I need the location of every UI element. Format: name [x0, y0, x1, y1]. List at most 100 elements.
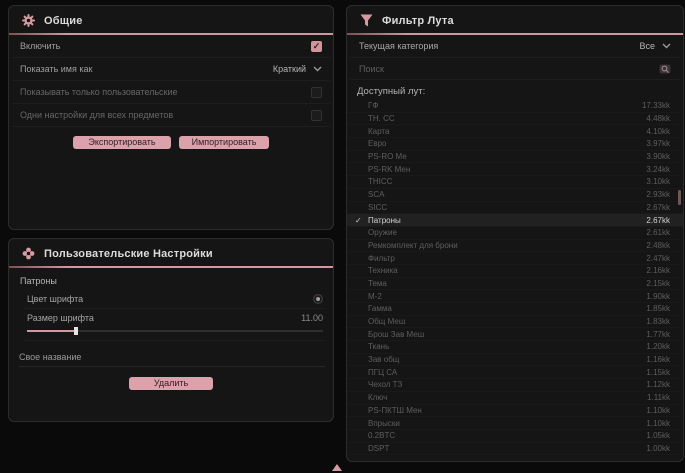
loot-value: 1.85kk: [646, 304, 670, 314]
user-settings-icon: [22, 247, 35, 260]
loot-name: Общ Меш: [368, 317, 406, 327]
font-size-value: 11.00: [301, 313, 323, 323]
panel-accent-line: [9, 266, 333, 268]
font-size-label: Размер шрифта: [27, 313, 94, 323]
loot-value: 2.15kk: [646, 278, 670, 288]
loot-row[interactable]: Тема 2.15kk: [347, 278, 683, 291]
loot-value: 2.47kk: [646, 253, 670, 263]
loot-row[interactable]: PS-ПКТШ Мен 1.10kk: [347, 405, 683, 418]
loot-row[interactable]: Гамма 1.85kk: [347, 303, 683, 316]
gear-icon: [22, 14, 35, 27]
loot-row[interactable]: SІСС 2.67kk: [347, 202, 683, 215]
loot-row[interactable]: DSPT 1.00kk: [347, 443, 683, 456]
loot-value: 1.00kk: [646, 443, 670, 453]
loot-value: 1.83kk: [646, 317, 670, 327]
loot-row[interactable]: Впрыски 1.10kk: [347, 417, 683, 430]
category-label: Текущая категория: [359, 41, 439, 51]
loot-value: 1.10kk: [646, 405, 670, 415]
loot-row[interactable]: Евро 3.97kk: [347, 138, 683, 151]
export-button[interactable]: Экспортировать: [73, 136, 171, 149]
chevron-down-icon: [662, 43, 671, 49]
loot-name: ТНІСС: [368, 177, 393, 187]
loot-value: 1.10kk: [646, 418, 670, 428]
same-settings-label: Одни настройки для всех предметов: [20, 110, 174, 120]
import-button[interactable]: Импортировать: [179, 136, 269, 149]
loot-list: ГФ 17.33kk ТН. СС 4.48kk Карта 4.10kk Ев…: [347, 100, 683, 456]
enable-checkbox[interactable]: ✓: [311, 40, 322, 52]
loot-name: ПГЦ СА: [368, 367, 398, 377]
funnel-icon: [360, 14, 373, 27]
general-panel-header: Общие: [9, 6, 333, 33]
same-settings-row: Одни настройки для всех предметов: [12, 104, 330, 127]
loot-name: Впрыски: [368, 418, 400, 428]
name-mode-select[interactable]: Краткий: [273, 64, 322, 74]
loot-name: Фильтр: [368, 253, 395, 263]
loot-row[interactable]: 0.2BTC 1.05kk: [347, 430, 683, 443]
search-icon: [659, 64, 671, 73]
delete-button[interactable]: Удалить: [129, 377, 213, 390]
loot-value: 1.20kk: [646, 342, 670, 352]
scrollbar-thumb[interactable]: [678, 190, 681, 205]
loot-row[interactable]: Ключ 1.11kk: [347, 392, 683, 405]
loot-name: PS-RK Мен: [368, 164, 411, 174]
loot-row[interactable]: ГФ 17.33kk: [347, 100, 683, 113]
loot-row[interactable]: Брош Зав Меш 1.77kk: [347, 328, 683, 342]
search-input[interactable]: [359, 63, 659, 74]
loot-value: 1.15kk: [646, 367, 670, 377]
loot-row[interactable]: Ткань 1.20kk: [347, 341, 683, 354]
panel-title: Пользовательские Настройки: [44, 247, 213, 260]
loot-row[interactable]: Чехол ТЗ 1.12kk: [347, 379, 683, 392]
loot-value: 3.24kk: [646, 164, 670, 174]
loot-row[interactable]: Зав общ 1.16kk: [347, 354, 683, 367]
loot-filter-header: Фильтр Лута: [347, 6, 683, 33]
loot-name: DSPT: [368, 443, 390, 453]
loot-row[interactable]: М-2 1.90kk: [347, 290, 683, 303]
panel-accent-line: [9, 33, 333, 35]
custom-name-input[interactable]: [19, 351, 325, 362]
panel-title: Фильтр Лута: [382, 14, 454, 27]
loot-value: 1.16kk: [646, 355, 670, 365]
color-wheel-icon[interactable]: [313, 293, 323, 304]
loot-value: 1.90kk: [646, 291, 670, 301]
loot-row[interactable]: PS-RO Ме 3.90kk: [347, 151, 683, 164]
loot-row[interactable]: ТНІСС 3.10kk: [347, 176, 683, 189]
loot-row[interactable]: Фильтр 2.47kk: [347, 252, 683, 265]
loot-value: 1.11kk: [647, 393, 670, 403]
loot-name: Тема: [368, 278, 387, 288]
panel-title: Общие: [44, 14, 83, 27]
loot-check-icon: ✓: [355, 215, 362, 225]
loot-row[interactable]: ✓ Патроны 2.67kk: [347, 214, 683, 227]
loot-value: 2.67kk: [646, 215, 670, 225]
loot-name: Ткань: [368, 342, 390, 352]
loot-name: Оружие: [368, 228, 397, 238]
loot-row[interactable]: Карта 4.10kk: [347, 125, 683, 139]
only-custom-row: Показывать только пользовательские: [12, 81, 330, 104]
enable-label: Включить: [20, 41, 61, 51]
slider-thumb[interactable]: [74, 327, 79, 335]
loot-name: 0.2BTC: [368, 431, 396, 441]
loot-row[interactable]: Оружие 2.61kk: [347, 227, 683, 240]
available-loot-label: Доступный лут:: [357, 86, 426, 97]
loot-row[interactable]: ТН. СС 4.48kk: [347, 113, 683, 126]
category-select[interactable]: Все: [639, 41, 671, 51]
chevron-down-icon: [313, 66, 322, 72]
loot-row[interactable]: ПГЦ СА 1.15kk: [347, 366, 683, 380]
loot-value: 3.97kk: [646, 139, 670, 149]
loot-value: 1.77kk: [646, 329, 670, 339]
font-size-slider[interactable]: [27, 327, 323, 335]
loot-name: Чехол ТЗ: [368, 380, 403, 390]
loot-row[interactable]: Ремкомплект для брони 2.48kk: [347, 240, 683, 253]
loot-name: Патроны: [368, 215, 401, 225]
only-custom-checkbox[interactable]: [311, 86, 322, 98]
loot-value: 2.93kk: [646, 190, 670, 200]
search-row: [350, 58, 680, 80]
loot-name: Карта: [368, 126, 390, 136]
loot-row[interactable]: SCA 2.93kk: [347, 189, 683, 202]
same-settings-checkbox[interactable]: [311, 109, 322, 121]
loot-row[interactable]: PS-RK Мен 3.24kk: [347, 163, 683, 177]
loot-row[interactable]: Общ Меш 1.83kk: [347, 316, 683, 329]
category-value: Все: [639, 41, 655, 51]
loot-row[interactable]: Техника 2.16kk: [347, 265, 683, 278]
delete-row: Удалить: [9, 367, 333, 390]
bottom-arrow-icon[interactable]: [332, 464, 342, 471]
